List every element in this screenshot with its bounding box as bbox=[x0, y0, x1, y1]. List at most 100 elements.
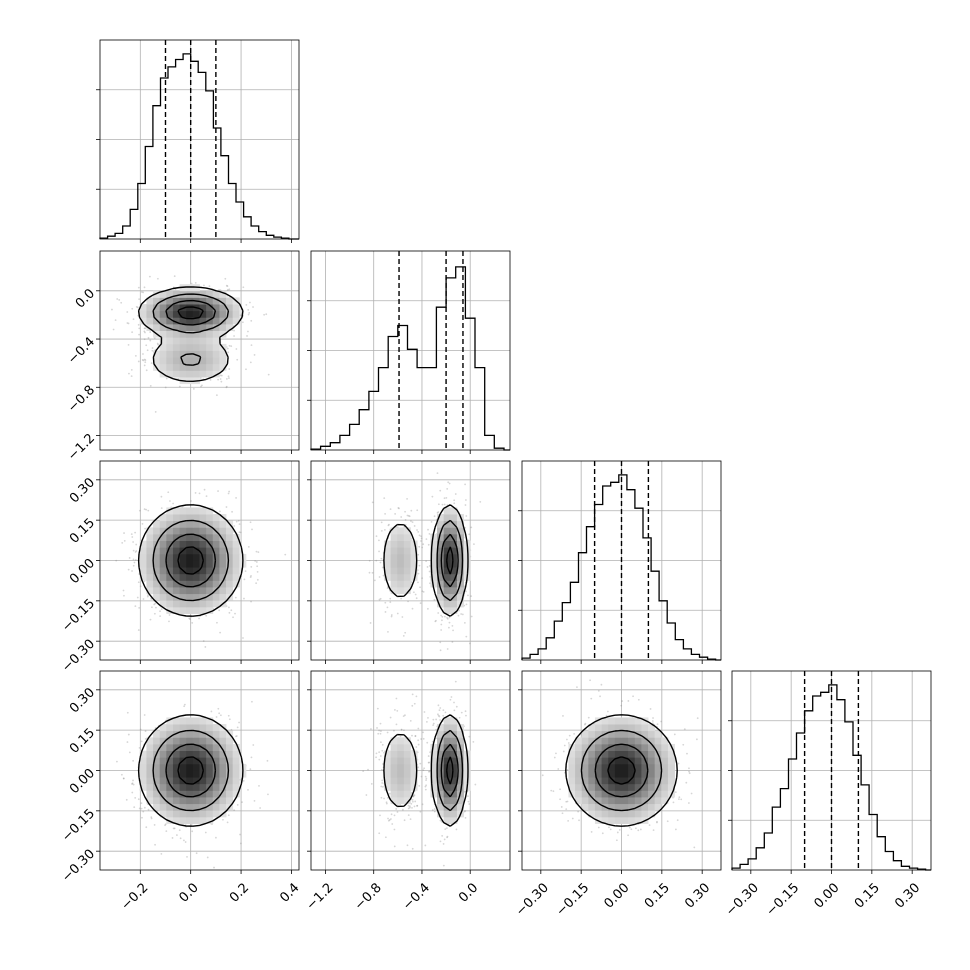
sample-point bbox=[401, 808, 404, 811]
sample-point bbox=[144, 327, 147, 330]
density-cell bbox=[219, 357, 227, 365]
sample-point bbox=[464, 504, 467, 506]
density-cell bbox=[206, 370, 214, 378]
density-cell bbox=[146, 580, 154, 588]
density-cell bbox=[212, 357, 220, 365]
density-cell bbox=[199, 540, 207, 548]
density-cell bbox=[206, 737, 214, 745]
density-cell bbox=[146, 560, 154, 568]
sample-point bbox=[369, 622, 372, 624]
sample-point bbox=[284, 553, 287, 556]
sample-point bbox=[233, 809, 236, 812]
sample-point bbox=[230, 609, 233, 612]
density-cell bbox=[186, 797, 194, 805]
sample-point bbox=[238, 523, 241, 526]
density-cell bbox=[172, 310, 180, 318]
sample-point bbox=[236, 726, 239, 729]
sample-point bbox=[437, 511, 440, 513]
sample-point bbox=[228, 288, 231, 291]
density-cell bbox=[186, 553, 194, 561]
density-cell bbox=[166, 507, 174, 515]
sample-point bbox=[239, 314, 242, 317]
sample-point bbox=[201, 384, 203, 387]
sample-point bbox=[116, 760, 118, 763]
sample-point bbox=[142, 810, 145, 813]
sample-point bbox=[153, 612, 156, 615]
density-cell bbox=[212, 560, 220, 568]
density-cell bbox=[146, 757, 154, 765]
sample-point bbox=[441, 503, 444, 506]
sample-point bbox=[467, 594, 469, 597]
density-cell bbox=[232, 783, 240, 791]
density-cell bbox=[212, 310, 220, 318]
sample-point bbox=[420, 537, 423, 540]
sample-point bbox=[437, 503, 440, 506]
sample-point bbox=[452, 629, 454, 632]
sample-point bbox=[143, 714, 146, 716]
sample-point bbox=[399, 735, 402, 738]
sample-point bbox=[256, 570, 259, 573]
sample-point bbox=[387, 524, 390, 527]
density-cell bbox=[226, 560, 234, 568]
sample-point bbox=[222, 818, 224, 821]
sample-point bbox=[375, 756, 377, 759]
sample-point bbox=[411, 734, 413, 737]
density-cell bbox=[232, 310, 240, 318]
density-cell bbox=[186, 717, 194, 725]
sample-point bbox=[410, 509, 413, 512]
density-cell bbox=[206, 317, 214, 325]
density-cell bbox=[153, 567, 161, 575]
sample-point bbox=[137, 798, 140, 801]
density-cell bbox=[199, 724, 207, 732]
density-cell bbox=[232, 777, 240, 785]
sample-point bbox=[112, 328, 115, 331]
sample-point bbox=[123, 539, 126, 542]
density-cell bbox=[166, 763, 174, 771]
density-cell bbox=[226, 743, 234, 751]
sample-point bbox=[142, 598, 145, 600]
density-cell bbox=[159, 757, 167, 765]
sample-point bbox=[249, 521, 252, 524]
density-cell bbox=[159, 317, 167, 325]
density-cell bbox=[153, 304, 161, 312]
density-cell bbox=[146, 783, 154, 791]
sample-point bbox=[265, 313, 268, 316]
density-cell bbox=[172, 297, 180, 305]
density-cell bbox=[219, 560, 227, 568]
density-cell bbox=[166, 606, 174, 614]
sample-point bbox=[389, 601, 392, 604]
density-cell bbox=[219, 290, 227, 298]
density-cell bbox=[212, 730, 220, 738]
sample-point bbox=[120, 773, 123, 776]
sample-point bbox=[400, 597, 403, 600]
sample-point bbox=[136, 306, 139, 309]
density-cell bbox=[172, 337, 180, 345]
sample-point bbox=[186, 855, 188, 858]
density-cell bbox=[397, 573, 405, 581]
density-cell bbox=[226, 553, 234, 561]
density-cell bbox=[186, 763, 194, 771]
sample-point bbox=[415, 746, 418, 748]
density-cell bbox=[226, 737, 234, 745]
sample-point bbox=[413, 805, 416, 808]
density-cell bbox=[212, 343, 220, 351]
density-cell bbox=[159, 304, 167, 312]
density-cell bbox=[172, 724, 180, 732]
sample-point bbox=[227, 375, 230, 378]
density-cell bbox=[199, 527, 207, 535]
density-cell bbox=[397, 567, 405, 575]
density-cell bbox=[212, 337, 220, 345]
sample-point bbox=[131, 570, 133, 572]
density-cell bbox=[212, 363, 220, 371]
sample-point bbox=[384, 512, 386, 515]
sample-point bbox=[132, 541, 134, 543]
sample-point bbox=[433, 598, 436, 601]
sample-point bbox=[453, 499, 456, 502]
sample-point bbox=[390, 813, 393, 816]
density-cell bbox=[172, 363, 180, 371]
density-cell bbox=[199, 310, 207, 318]
sample-point bbox=[130, 368, 133, 371]
sample-point bbox=[439, 707, 442, 709]
sample-point bbox=[250, 344, 253, 346]
density-cell bbox=[206, 520, 214, 528]
